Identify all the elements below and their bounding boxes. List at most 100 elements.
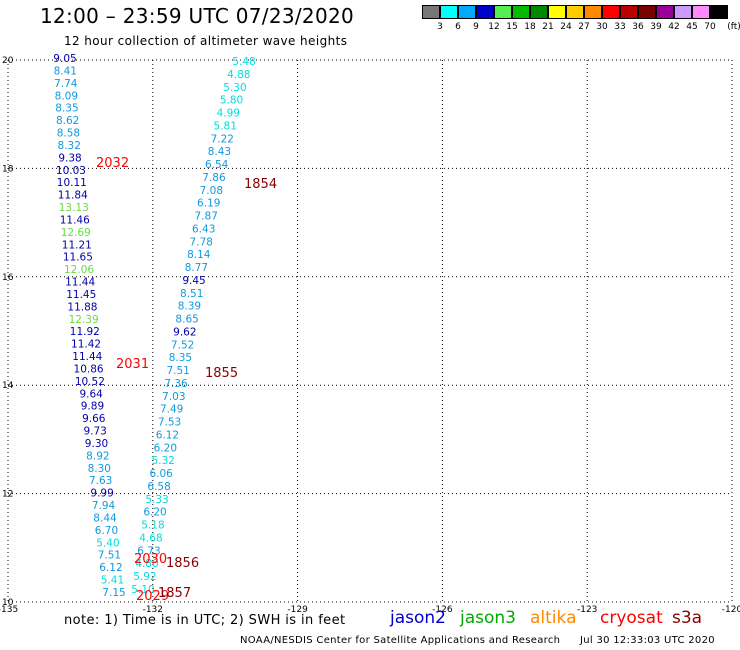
legend-value: 70: [704, 22, 716, 32]
wave-height-reading: 9.64: [79, 388, 103, 400]
wave-height-reading: 8.35: [55, 103, 78, 115]
latitude-tick-label: 20: [2, 56, 14, 66]
latitude-tick-label: 14: [2, 381, 14, 391]
satellite-key-s3a: s3a: [672, 608, 703, 628]
legend-swatch: [548, 5, 566, 19]
legend-swatch: [620, 5, 638, 19]
pass-time-label: 1854: [244, 177, 277, 192]
wave-height-reading: 11.46: [60, 214, 90, 226]
wave-height-reading: 8.44: [93, 512, 117, 524]
latitude-tick-label: 12: [2, 490, 13, 500]
legend-swatch: [656, 5, 674, 19]
wave-height-reading: 7.49: [160, 404, 183, 416]
wave-height-reading: 5.80: [220, 95, 243, 107]
longitude-tick-label: -126: [432, 605, 453, 615]
wave-height-reading: 12.06: [64, 264, 94, 276]
wave-height-reading: 7.94: [92, 500, 116, 512]
wave-height-reading: 9.89: [81, 401, 104, 413]
legend-swatch: [458, 5, 476, 19]
wave-height-reading: 7.74: [54, 78, 78, 90]
wave-height-reading: 4.80: [135, 558, 158, 570]
legend-value: 21: [542, 22, 554, 32]
legend-value: 36: [632, 22, 644, 32]
wave-height-reading: 8.39: [178, 301, 201, 313]
wave-height-reading: 8.62: [56, 115, 79, 127]
units-note: note: 1) Time is in UTC; 2) SWH is in fe…: [64, 613, 346, 628]
wave-height-reading: 7.15: [102, 587, 125, 599]
pass-time-label: 2032: [96, 156, 129, 171]
legend-swatch: [494, 5, 512, 19]
wave-height-reading: 6.73: [137, 545, 160, 557]
legend-value: 6: [455, 22, 461, 32]
satellite-key-jason2: jason2: [390, 608, 446, 628]
legend-value: 12: [488, 22, 500, 32]
legend-swatch: [440, 5, 458, 19]
wave-height-reading: 8.65: [175, 314, 198, 326]
wave-height-reading: 7.51: [166, 365, 189, 377]
wave-height-reading: 9.45: [182, 275, 205, 287]
wave-height-reading: 5.41: [101, 575, 124, 587]
wave-height-reading: 6.70: [95, 525, 118, 537]
wave-height-reading: 6.06: [149, 468, 173, 480]
wave-height-reading: 5.18: [141, 520, 164, 532]
legend-swatch: [584, 5, 602, 19]
wave-height-reading: 8.32: [58, 140, 81, 152]
legend-value: 18: [524, 22, 536, 32]
wave-height-reading: 10.11: [57, 177, 87, 189]
pass-time-label: 2029: [136, 589, 169, 604]
legend-value: 3: [437, 22, 443, 32]
wave-height-reading: 9.38: [58, 152, 81, 164]
legend-swatch: [710, 5, 728, 19]
wave-height-reading: 6.12: [156, 429, 179, 441]
pass-time-labels: 2032 2031 2030 2029 1854 1855 1856 1857: [96, 156, 277, 604]
wave-height-reading: 9.73: [83, 426, 106, 438]
wave-height-reading: 9.05: [53, 53, 76, 65]
wave-height-reading: 5.81: [214, 120, 237, 132]
longitude-tick-label: -135: [0, 605, 18, 615]
pass-time-label: 2031: [116, 357, 149, 372]
wave-height-reading: 7.03: [162, 391, 185, 403]
wave-height-reading: 8.35: [169, 352, 192, 364]
wave-height-reading: 6.43: [192, 223, 215, 235]
wave-height-reading: 5.40: [96, 537, 119, 549]
legend-value: 27: [578, 22, 590, 32]
wave-height-reading: 7.51: [98, 550, 121, 562]
wave-height-reading: 9.62: [173, 326, 196, 338]
legend-value: 33: [614, 22, 626, 32]
wave-height-reading: 4.68: [139, 532, 162, 544]
page-title: 12:00 – 23:59 UTC 07/23/2020: [40, 4, 355, 28]
wave-height-reading: 8.14: [187, 249, 211, 261]
wave-height-reading: 5.92: [133, 571, 156, 583]
wave-height-reading: 5.32: [152, 455, 175, 467]
wave-height-reading: 9.66: [82, 413, 106, 425]
wave-height-reading: 7.08: [200, 185, 223, 197]
satellite-key-jason3: jason3: [460, 608, 516, 628]
legend-swatch: [692, 5, 710, 19]
wave-height-reading: 4.99: [217, 108, 240, 120]
legend-swatch: [530, 5, 548, 19]
generated-timestamp: Jul 30 12:33:03 UTC 2020: [580, 635, 715, 646]
wave-height-reading: 11.84: [58, 190, 88, 202]
legend-swatch: [422, 5, 440, 19]
wave-height-readings: 9.058.417.748.098.358.628.588.329.3810.0…: [53, 53, 255, 599]
wave-height-reading: 5.10: [131, 584, 154, 596]
wave-height-reading: 11.42: [71, 339, 101, 351]
legend-swatch: [476, 5, 494, 19]
wave-height-reading: 10.52: [75, 376, 105, 388]
wave-height-reading: 5.30: [223, 82, 246, 94]
wave-height-reading: 7.87: [195, 211, 218, 223]
longitude-tick-label: -132: [143, 605, 163, 615]
wave-height-reading: 8.92: [86, 450, 109, 462]
map-grid: [7, 59, 733, 603]
wave-height-reading: 7.86: [202, 172, 226, 184]
longitude-tick-label: -129: [287, 605, 308, 615]
pass-time-label: 1855: [205, 366, 238, 381]
pass-time-label: 2030: [134, 552, 167, 567]
page-subtitle: 12 hour collection of altimeter wave hei…: [64, 34, 348, 48]
wave-height-reading: 8.51: [180, 288, 203, 300]
wave-height-reading: 11.45: [66, 289, 96, 301]
wave-height-reading: 6.58: [147, 481, 170, 493]
legend-value: 45: [686, 22, 698, 32]
wave-height-reading: 10.86: [74, 363, 104, 375]
